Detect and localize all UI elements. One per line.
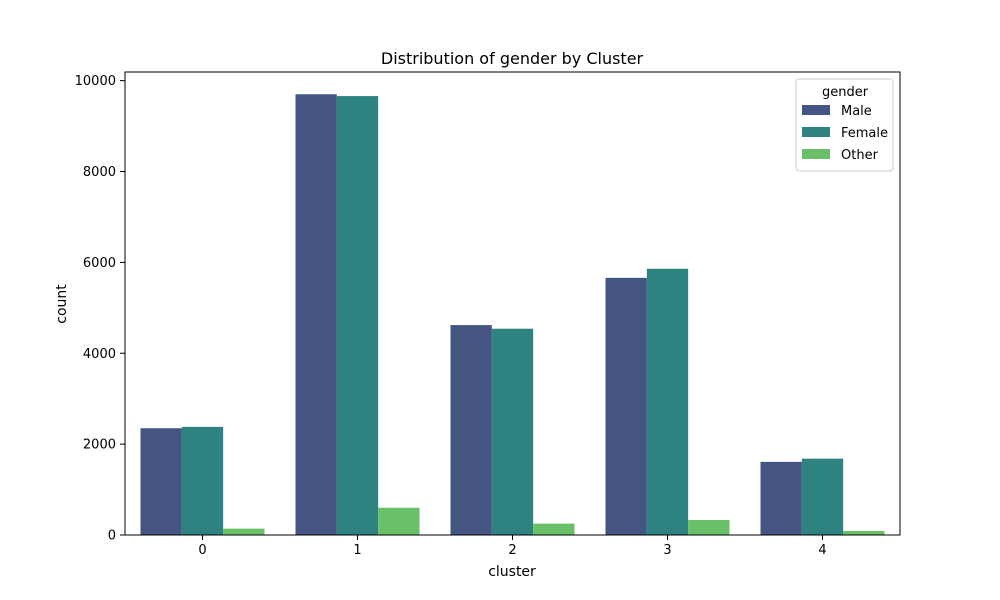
chart-title: Distribution of gender by Cluster — [381, 49, 644, 68]
y-tick-label: 10000 — [75, 74, 116, 89]
bar-other-cluster-3 — [688, 520, 730, 535]
legend-frame — [795, 78, 894, 172]
legend-label-other: Other — [841, 148, 879, 163]
x-tick-label: 4 — [818, 543, 826, 558]
bar-other-cluster-1 — [378, 507, 420, 535]
bar-female-cluster-4 — [801, 458, 844, 535]
x-tick-label: 3 — [663, 543, 671, 558]
bar-other-cluster-4 — [843, 530, 885, 535]
plot-area — [140, 94, 885, 536]
legend-swatch-male — [802, 105, 830, 115]
y-tick-label: 2000 — [83, 438, 116, 453]
y-tick-label: 4000 — [83, 347, 116, 362]
bar-male-cluster-0 — [140, 428, 182, 535]
y-tick-label: 6000 — [83, 256, 116, 271]
legend-swatch-female — [802, 127, 830, 137]
legend-swatch-other — [802, 149, 830, 159]
x-tick-label: 2 — [508, 543, 516, 558]
x-axis: 0 1 2 3 4 — [198, 535, 827, 558]
bar-female-cluster-3 — [646, 268, 689, 535]
y-axis-title: count — [54, 284, 70, 324]
legend: gender Male Female Other — [795, 78, 894, 172]
y-axis: 0 2000 4000 6000 8000 10000 — [75, 74, 125, 544]
legend-label-male: Male — [841, 104, 872, 119]
x-tick-label: 0 — [198, 543, 206, 558]
bar-male-cluster-4 — [760, 461, 802, 535]
bar-male-cluster-3 — [605, 277, 647, 535]
bar-other-cluster-0 — [223, 528, 265, 535]
x-axis-title: cluster — [488, 564, 536, 580]
y-tick-label: 0 — [108, 529, 116, 544]
bar-female-cluster-0 — [181, 426, 224, 535]
y-tick-label: 8000 — [83, 165, 116, 180]
x-tick-label: 1 — [353, 543, 361, 558]
legend-title: gender — [822, 85, 869, 100]
bar-other-cluster-2 — [533, 523, 575, 535]
bar-female-cluster-2 — [491, 328, 534, 535]
bar-male-cluster-2 — [450, 325, 492, 535]
bar-male-cluster-1 — [295, 94, 337, 536]
legend-label-female: Female — [841, 126, 888, 141]
bar-female-cluster-1 — [336, 96, 379, 535]
